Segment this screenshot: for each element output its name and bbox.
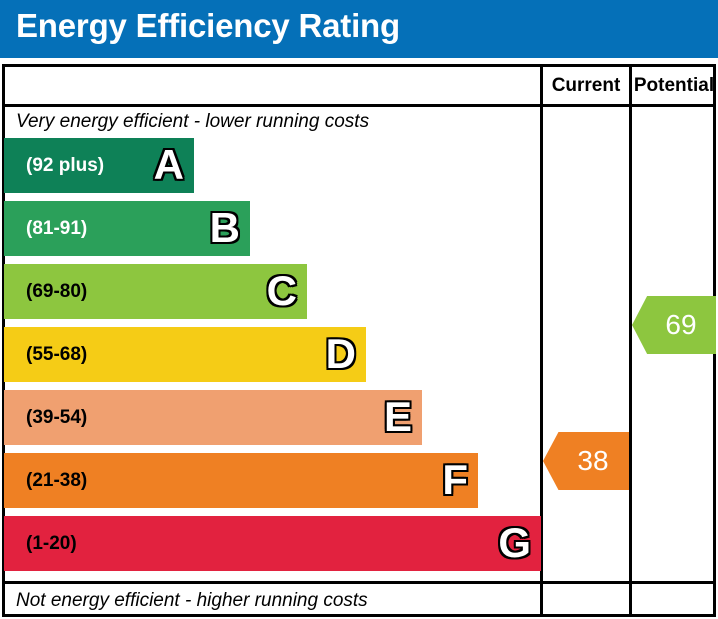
band-letter-d: D [324,329,357,379]
header-separator [2,104,716,107]
rating-band-f: (21-38) F [4,453,478,508]
rating-band-d: (55-68) D [4,327,366,382]
band-letter-f: F [441,455,469,505]
caption-very-efficient: Very energy efficient - lower running co… [16,111,370,132]
band-letter-g: G [497,518,532,568]
potential-rating-arrow: 69 [632,296,716,354]
band-letter-c: C [265,266,298,316]
band-letter-a: A [152,140,185,190]
column-header-potential: Potential [633,75,715,96]
current-column-divider [540,64,543,617]
current-rating-value: 38 [577,445,609,476]
rating-band-b: (81-91) B [4,201,250,256]
band-letter-b: B [208,203,241,253]
rating-band-a: (92 plus) A [4,138,194,193]
rating-band-c: (69-80) C [4,264,307,319]
title-bar: Energy Efficiency Rating [0,0,718,58]
caption-not-efficient: Not energy efficient - higher running co… [16,590,368,611]
band-range-label-c: (69-80) [26,281,88,302]
page-title: Energy Efficiency Rating [16,7,400,44]
current-arrow-shape [543,432,629,490]
current-rating-arrow: 38 [543,432,629,490]
potential-column-divider [629,64,632,617]
rating-band-g: (1-20) G [4,516,541,571]
band-range-label-g: (1-20) [26,533,77,554]
band-range-label-a: (92 plus) [26,155,105,176]
potential-arrow-shape [632,296,716,354]
band-letter-e: E [383,392,414,442]
band-range-label-d: (55-68) [26,344,88,365]
footer-separator [2,581,716,584]
rating-band-e: (39-54) E [4,390,422,445]
column-header-current: Current [551,75,621,96]
band-range-label-e: (39-54) [26,407,88,428]
potential-rating-value: 69 [665,309,697,340]
band-range-label-f: (21-38) [26,470,88,491]
band-range-label-b: (81-91) [26,218,88,239]
